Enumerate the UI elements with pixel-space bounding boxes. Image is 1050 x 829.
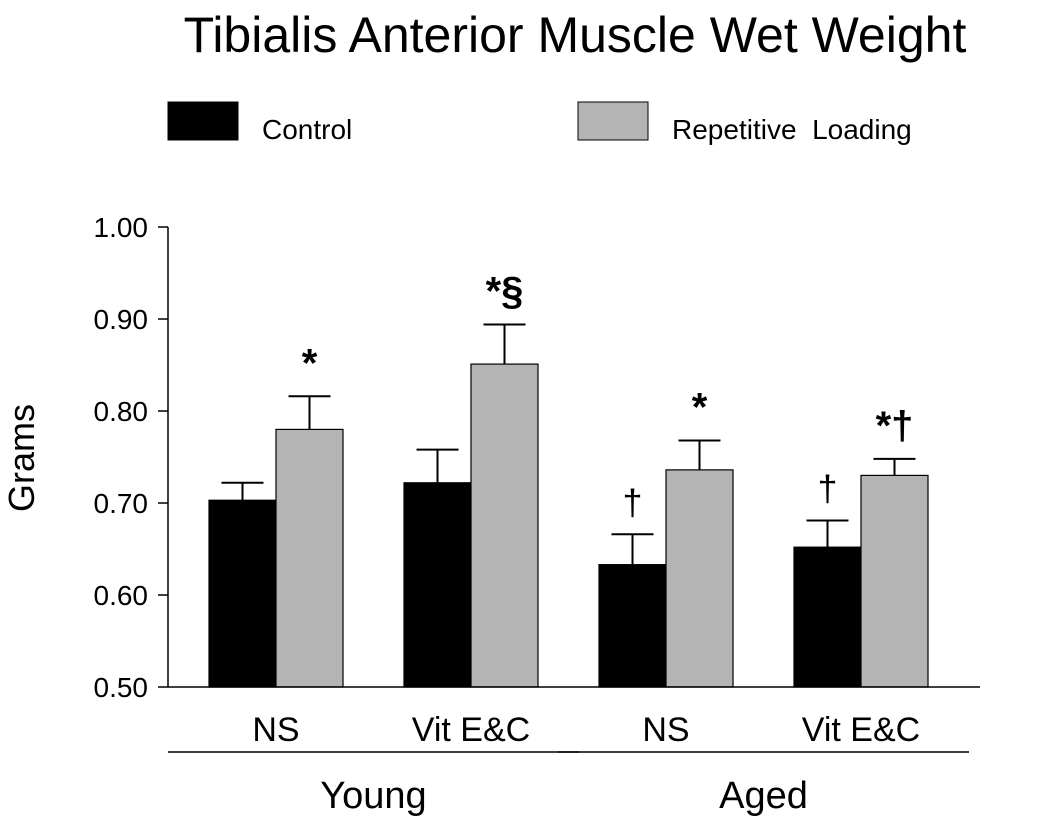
bar-repetitive-loading [470,363,539,688]
category-label: NS [252,711,299,749]
significance-marker: *† [876,404,914,448]
y-axis: 0.50 0.60 0.70 0.80 0.90 1.00 [94,212,169,703]
significance-marker: * [692,385,708,429]
legend-label-control: Control [262,114,352,145]
bar-control [403,482,472,688]
legend-swatch-control [167,101,239,141]
legend-swatch-repetitive-loading [577,101,649,141]
chart-title: Tibialis Anterior Muscle Wet Weight [184,7,967,63]
y-tick-label: 1.00 [94,212,149,243]
y-tick-label: 0.90 [94,304,149,335]
significance-marker: † [622,481,642,522]
y-axis-label: Grams [1,404,42,512]
significance-marker: *§ [486,270,524,314]
category-label: Vit E&C [802,711,920,749]
x-axis: NS Vit E&C NS Vit E&C Young Aged [168,686,980,817]
group-label: Aged [719,775,808,817]
y-tick-label: 0.80 [94,396,149,427]
bar-control [793,546,862,688]
bar-control [598,564,667,688]
y-tick-label: 0.50 [94,672,149,703]
bar-repetitive-loading [275,428,344,688]
y-tick-label: 0.70 [94,488,149,519]
bars: **§†*†*† [208,270,929,688]
category-label: Vit E&C [412,711,530,749]
significance-marker: * [302,341,318,385]
y-tick-label: 0.60 [94,580,149,611]
bar-control [208,499,277,688]
significance-marker: † [817,467,837,508]
legend-label-repetitive-loading: Repetitive Loading [672,114,912,145]
legend: Control Repetitive Loading [167,101,912,145]
group-label: Young [320,775,426,817]
bar-repetitive-loading [665,469,734,688]
category-label: NS [642,711,689,749]
bar-repetitive-loading [860,474,929,688]
